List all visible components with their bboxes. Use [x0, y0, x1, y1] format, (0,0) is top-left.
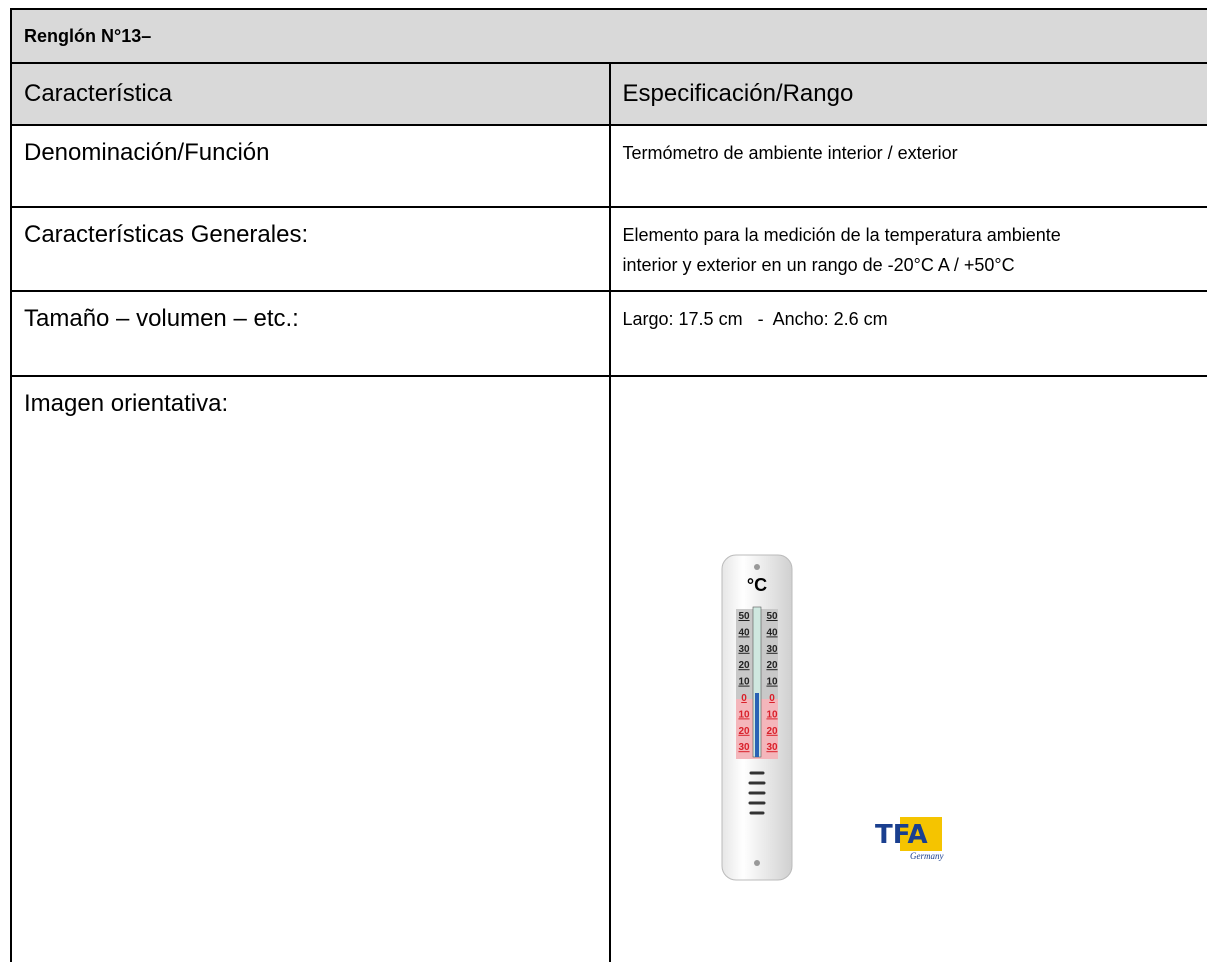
- scale-label: 30: [738, 644, 750, 655]
- scale-label: 10: [766, 677, 778, 688]
- spec-table: Renglón N°13– Característica Especificac…: [10, 8, 1207, 962]
- scale-label: 0: [741, 693, 747, 704]
- scale-label: 10: [766, 709, 778, 720]
- scale-label: 20: [766, 726, 778, 737]
- scale-label: 50: [766, 611, 778, 622]
- scale-label: 40: [738, 627, 750, 638]
- unit: °C: [747, 575, 767, 595]
- column-header: Especificación/Rango: [610, 63, 1207, 125]
- image-row: Imagen orientativa:: [11, 376, 1207, 962]
- title-row: Renglón N°13–: [11, 9, 1207, 63]
- column-header: Característica: [11, 63, 610, 125]
- scale-label: 10: [738, 677, 750, 688]
- scale-label: 30: [766, 742, 778, 753]
- row-value: Largo: 17.5 cm - Ancho: 2.6 cm: [610, 291, 1207, 376]
- column-header-row: Característica Especificación/Rango: [11, 63, 1207, 125]
- scale-label: 30: [738, 742, 750, 753]
- row: Características Generales: Elemento para…: [11, 207, 1207, 291]
- brand-sub: Germany: [910, 851, 944, 861]
- row-label: Características Generales:: [11, 207, 610, 291]
- row-label: Tamaño – volumen – etc.:: [11, 291, 610, 376]
- row-value: Elemento para la medición de la temperat…: [610, 207, 1207, 291]
- brand: TFA: [875, 820, 928, 850]
- scale-label: 20: [738, 660, 750, 671]
- row: Denominación/Función Termómetro de ambie…: [11, 125, 1207, 207]
- scale-label: 30: [766, 644, 778, 655]
- thermometer-image: TFA Germany °C 50 50 40 40 30 30 20 20 10 10 0 0 10 1…: [700, 545, 960, 890]
- hole: [754, 564, 760, 570]
- scale-label: 10: [738, 709, 750, 720]
- scale-label: 0: [769, 693, 775, 704]
- liquid: [755, 693, 759, 757]
- scale-label: 20: [738, 726, 750, 737]
- hole: [754, 860, 760, 866]
- scale-label: 50: [738, 611, 750, 622]
- row-label: Imagen orientativa:: [11, 376, 610, 962]
- row-value: Termómetro de ambiente interior / exteri…: [610, 125, 1207, 207]
- row: Tamaño – volumen – etc.: Largo: 17.5 cm …: [11, 291, 1207, 376]
- scale-label: 40: [766, 627, 778, 638]
- row-label: Denominación/Función: [11, 125, 610, 207]
- title: Renglón N°13–: [11, 9, 1207, 63]
- scale-label: 20: [766, 660, 778, 671]
